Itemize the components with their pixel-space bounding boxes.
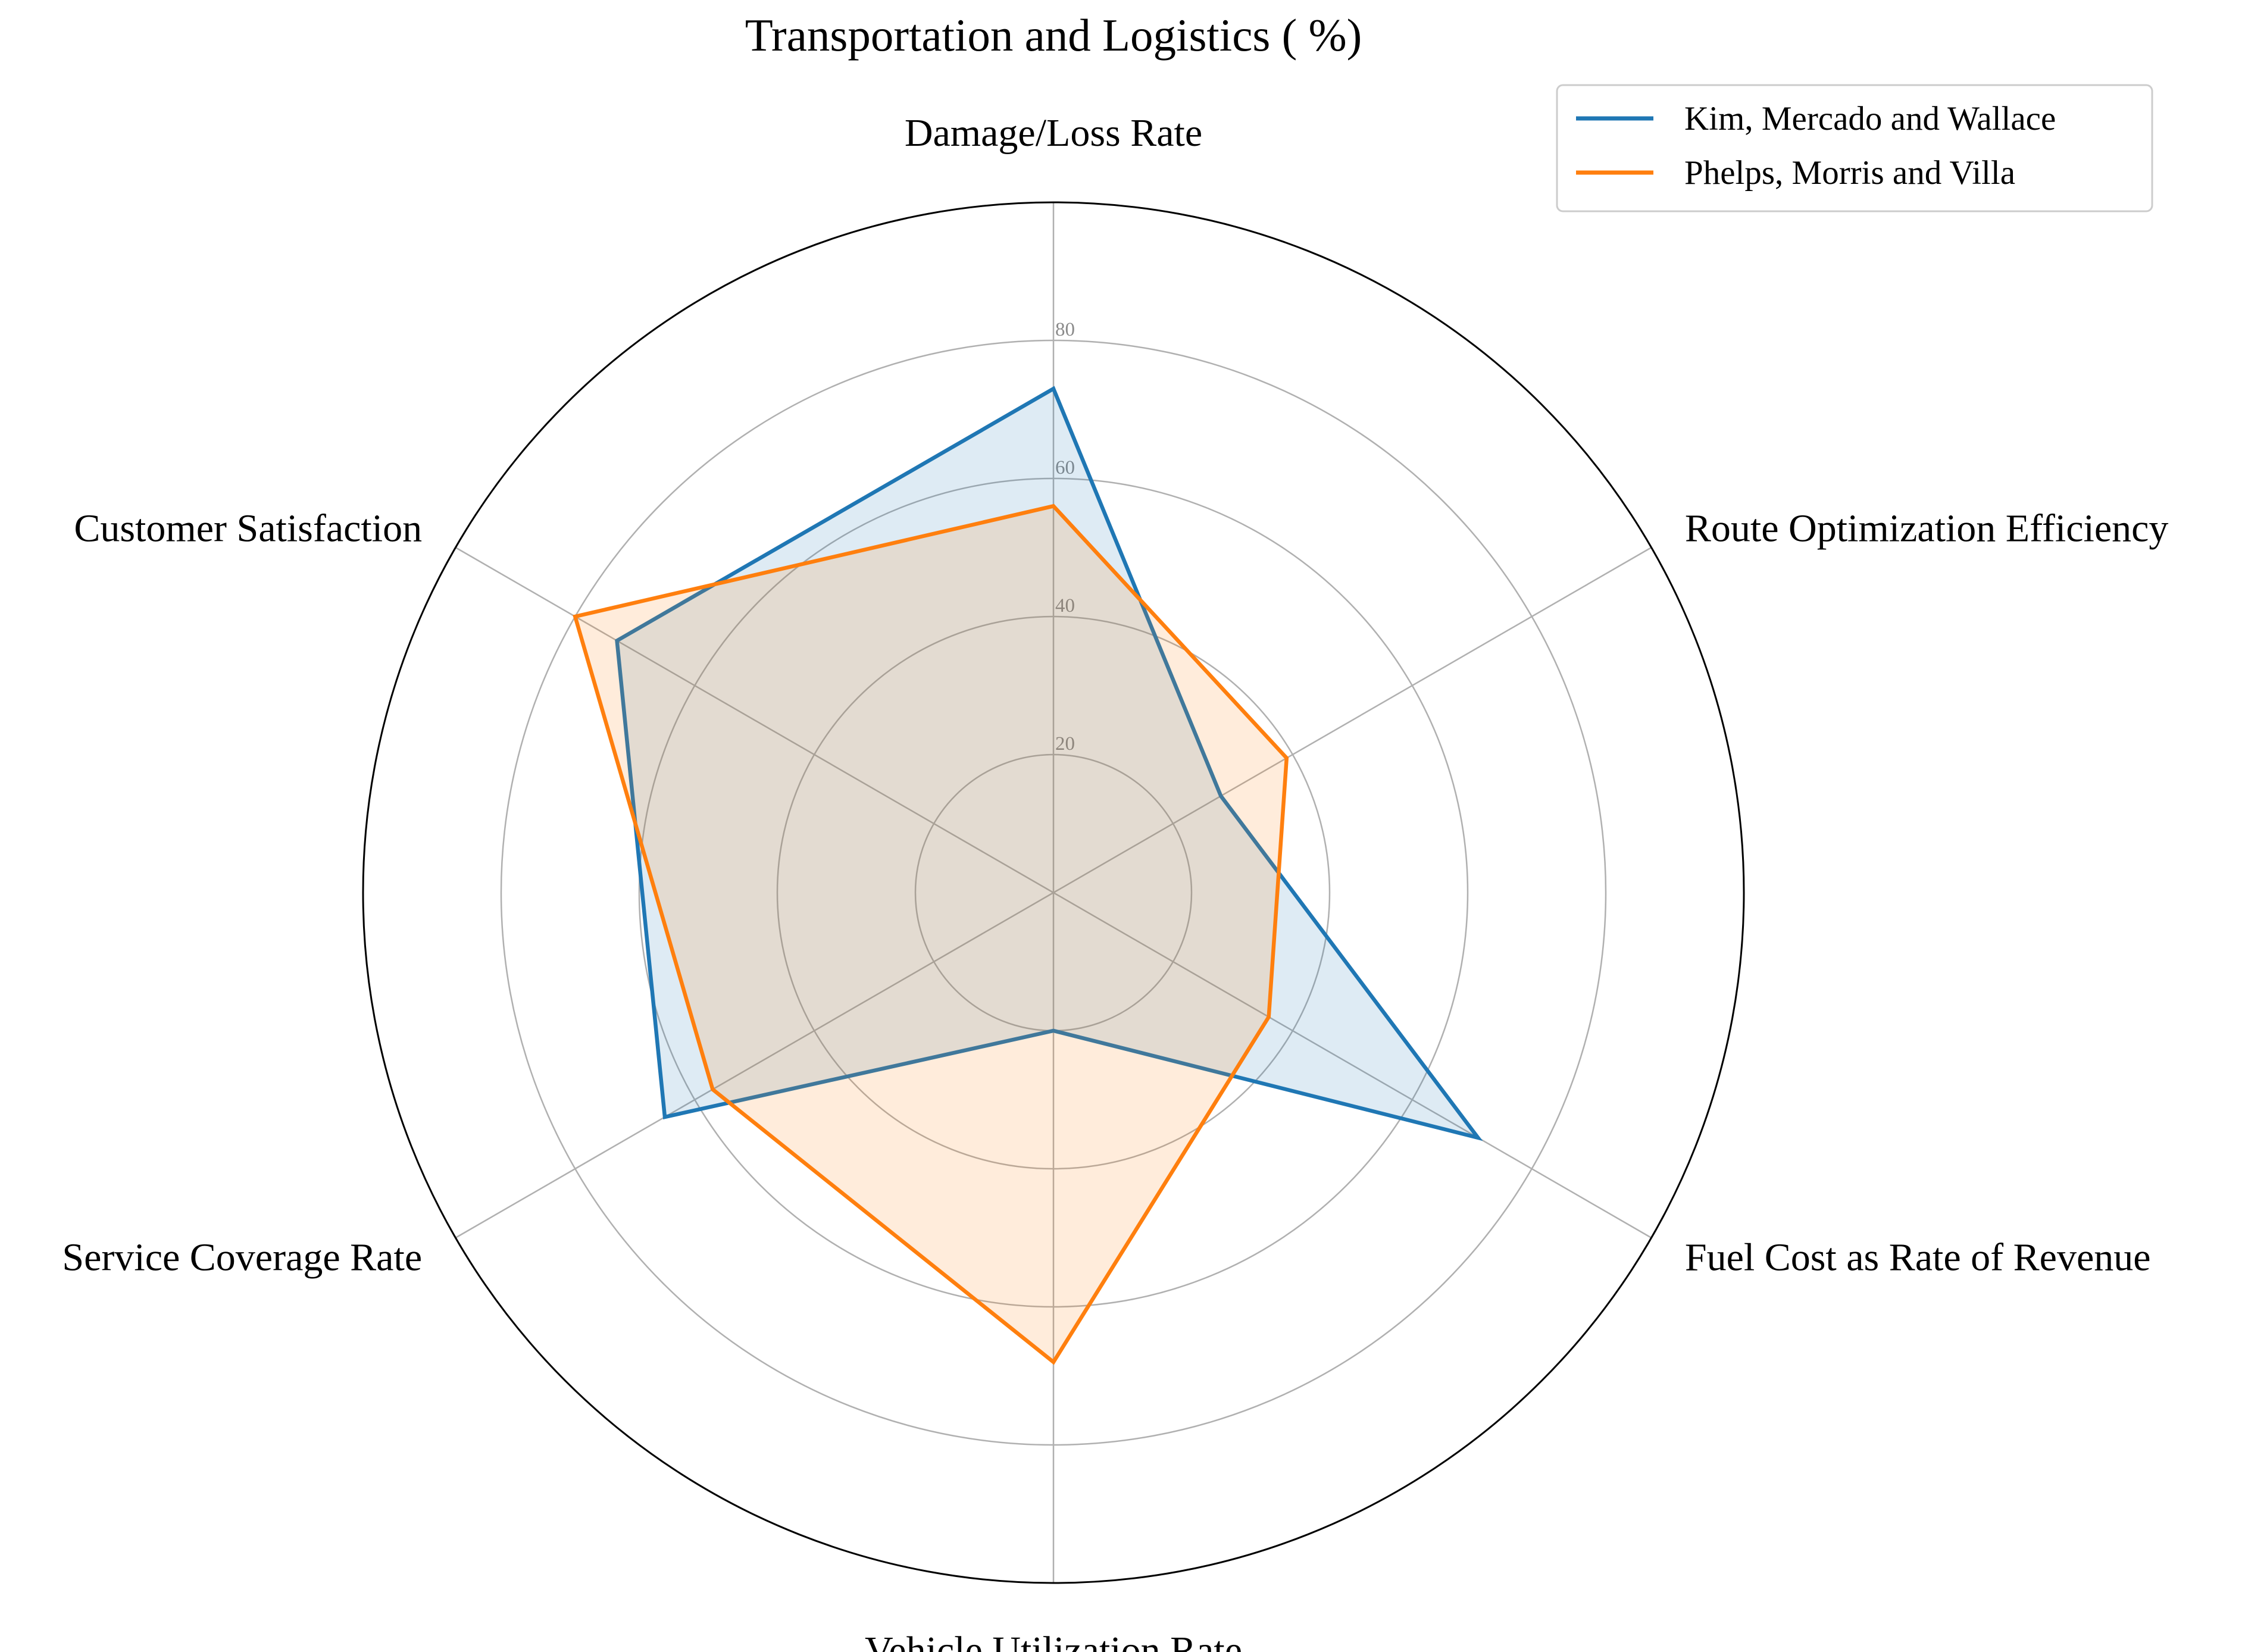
legend-frame xyxy=(1556,84,2153,212)
series-area-kim-mercado-and-wallace xyxy=(617,389,1478,1138)
series-layer xyxy=(573,386,1483,1365)
series-line-phelps-morris-and-villa xyxy=(573,503,1289,1365)
spoke-customer-satisfaction xyxy=(455,546,1054,894)
legend: Kim, Mercado and Wallace Phelps, Morris … xyxy=(1556,84,2153,212)
axis-label-route-optimization-efficiency: Route Optimization Efficiency xyxy=(1685,507,2169,550)
spoke-fuel-cost-as-rate-of-revenue xyxy=(1053,891,1652,1239)
legend-label-phelps-morris-villa: Phelps, Morris and Villa xyxy=(1684,154,2015,192)
series-line-kim-mercado-and-wallace xyxy=(615,386,1483,1141)
axis-labels: Damage/Loss Rate Route Optimization Effic… xyxy=(62,111,2168,1652)
r-tick-label-80: 80 xyxy=(1055,319,1075,340)
spoke-route-optimization-efficiency xyxy=(1053,546,1652,894)
spoke-service-coverage-rate xyxy=(455,891,1054,1239)
axis-label-service-coverage-rate: Service Coverage Rate xyxy=(62,1236,422,1279)
r-tick-label-60: 60 xyxy=(1055,457,1075,478)
polar-grid: 20 40 60 80 xyxy=(362,201,1745,1584)
chart-title: Transportation and Logistics ( %) xyxy=(745,10,1362,61)
axis-label-customer-satisfaction: Customer Satisfaction xyxy=(74,507,422,550)
r-tick-label-20: 20 xyxy=(1055,733,1075,755)
axis-label-vehicle-utilization-rate: Vehicle Utilization Rate xyxy=(865,1629,1242,1652)
r-tick-label-40: 40 xyxy=(1055,595,1075,617)
legend-label-kim-mercado-wallace: Kim, Mercado and Wallace xyxy=(1684,100,2056,137)
axis-label-fuel-cost-as-rate-of-revenue: Fuel Cost as Rate of Revenue xyxy=(1685,1236,2151,1279)
series-area-phelps-morris-and-villa xyxy=(575,506,1287,1362)
outer-ring xyxy=(362,201,1745,1584)
axis-label-damage-loss-rate: Damage/Loss Rate xyxy=(905,111,1202,155)
